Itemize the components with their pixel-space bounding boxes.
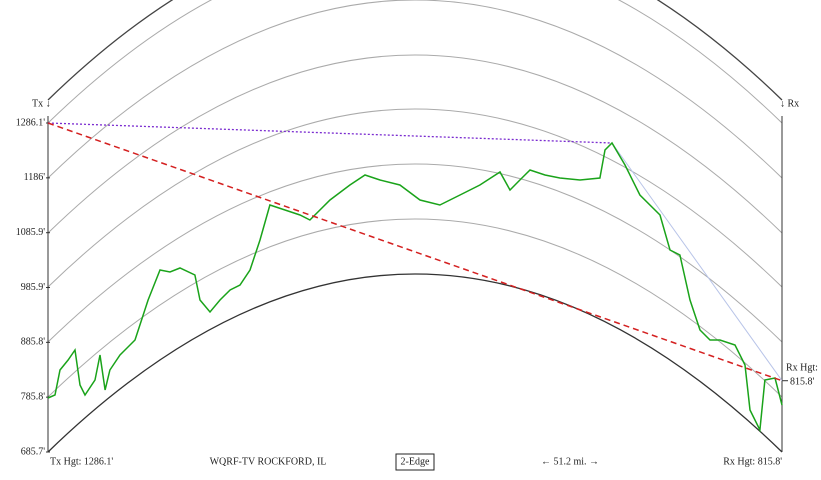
earth-curve bbox=[47, 273, 783, 453]
tx-label: Tx ↓ bbox=[32, 98, 51, 109]
tx-rx-line bbox=[47, 122, 783, 382]
earth-curve bbox=[47, 108, 783, 288]
tx-height: Tx Hgt: 1286.1' bbox=[50, 456, 113, 467]
y-tick-label: 685.7' bbox=[21, 446, 46, 457]
earth-curve bbox=[47, 163, 783, 343]
earth-curve bbox=[47, 54, 783, 234]
y-tick-label: 785.8' bbox=[21, 391, 46, 402]
rx-side-label: Rx Hgt: bbox=[786, 362, 818, 373]
distance: ← 51.2 mi. → bbox=[541, 456, 599, 467]
earth-curve bbox=[47, 0, 783, 101]
y-tick-label: 1286.1' bbox=[16, 117, 46, 128]
terrain-line bbox=[47, 141, 783, 433]
earth-curve bbox=[47, 0, 783, 179]
y-tick-label: 1085.9' bbox=[16, 227, 46, 238]
rx-side-value: 815.8' bbox=[790, 376, 815, 387]
station: WQRF-TV ROCKFORD, IL bbox=[210, 456, 327, 467]
mode: 2-Edge bbox=[401, 456, 430, 467]
y-tick-label: 1186' bbox=[24, 172, 46, 183]
earth-curve bbox=[47, 218, 783, 398]
y-tick-label: 885.8' bbox=[21, 337, 46, 348]
peak-rx-line bbox=[611, 142, 783, 382]
rx-height: Rx Hgt: 815.8' bbox=[723, 456, 782, 467]
rx-label: ↓ Rx bbox=[780, 98, 799, 109]
mode-box bbox=[395, 453, 435, 471]
earth-curve bbox=[47, 0, 783, 124]
y-tick-label: 985.9' bbox=[21, 282, 46, 293]
